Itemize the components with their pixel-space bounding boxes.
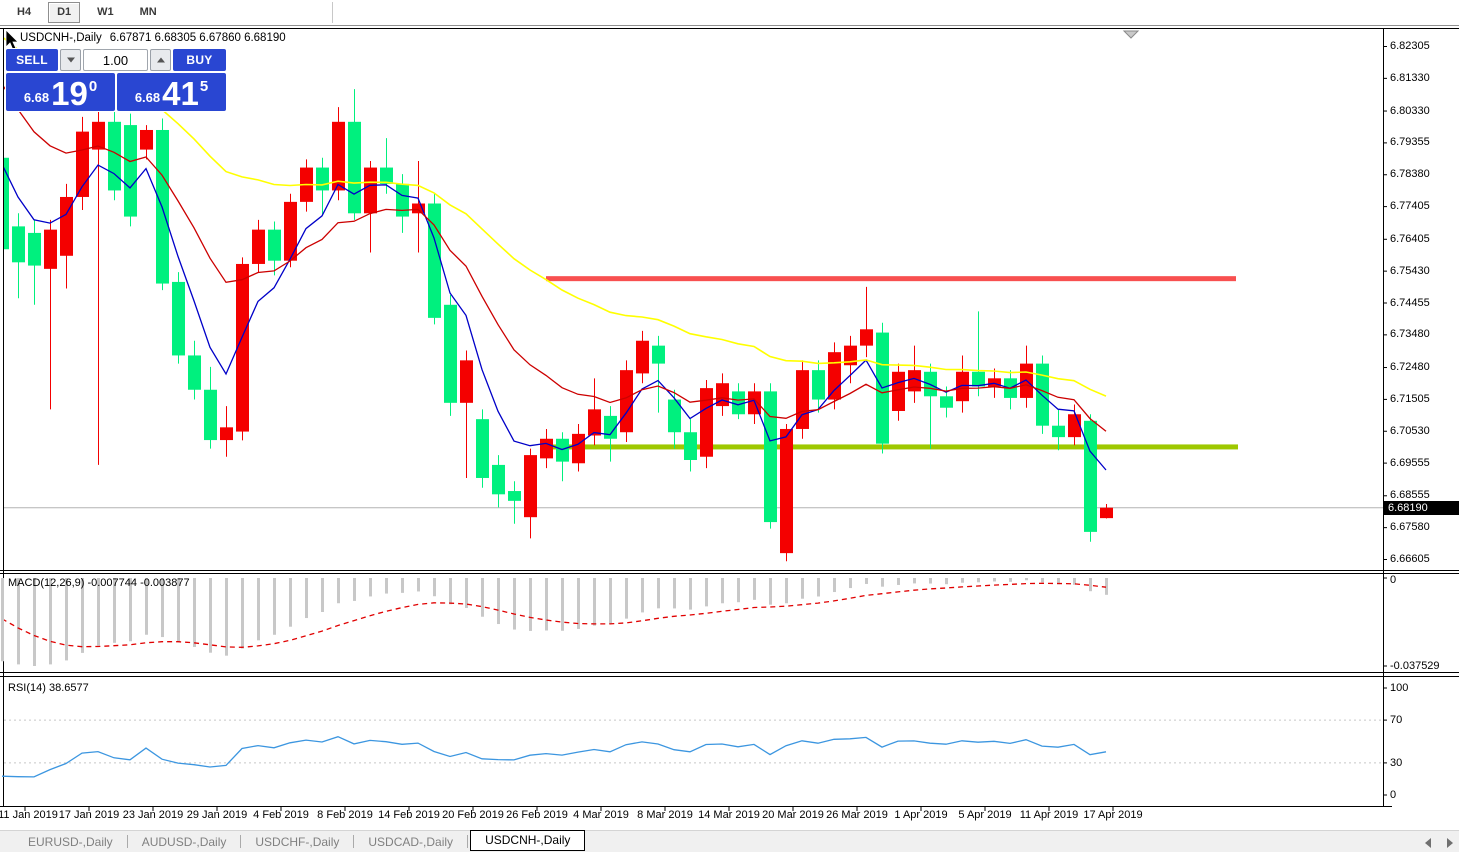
date-axis-label: 26 Mar 2019 [826,809,888,821]
mouse-cursor-icon [5,29,19,51]
chart-tab-usdcnh--daily[interactable]: USDCNH-,Daily [470,829,586,851]
price-axis-label: 6.68555 [1390,489,1430,502]
sell-price-button[interactable]: 6.68 19 0 [6,73,115,111]
tab-separator [126,835,128,848]
buy-price-base: 6.68 [134,90,161,105]
date-axis-label: 14 Mar 2019 [698,809,760,821]
date-axis-label: 4 Feb 2019 [253,809,309,821]
date-axis-label: 11 Apr 2019 [1019,809,1079,821]
price-axis-label: 6.78380 [1390,168,1430,181]
timeframe-button-d1[interactable]: D1 [48,2,81,23]
scroll-right-icon[interactable] [1447,838,1453,848]
price-axis-label: 6.82305 [1390,40,1430,52]
sell-price-pips: 19 [51,75,88,112]
date-axis-label: 17 Jan 2019 [58,809,120,821]
price-axis-label: 6.75430 [1390,264,1430,277]
price-axis-label: 6.66605 [1390,553,1430,565]
price-axis-label: 6.67580 [1390,521,1430,534]
autoscroll-marker-icon [1122,30,1140,39]
scroll-left-icon[interactable] [1425,838,1431,848]
date-axis-label: 29 Jan 2019 [186,809,248,821]
timeframe-button-w1[interactable]: W1 [88,2,123,23]
rsi-axis-label: 70 [1390,714,1403,726]
buy-price-pips: 41 [162,75,199,112]
chart-tab-usdchf--daily[interactable]: USDCHF-,Daily [255,834,340,849]
timeframe-toolbar: H4 D1 W1 MN [0,0,1459,25]
timeframe-button-mn[interactable]: MN [131,2,166,23]
chart-tab-eurusd--daily[interactable]: EURUSD-,Daily [28,834,113,849]
volume-increase-button[interactable] [150,49,171,71]
chart-tabs-bar: EURUSD-,Daily AUDUSD-,Daily USDCHF-,Daily U… [0,829,1459,852]
price-axis-label: 6.71505 [1390,392,1430,405]
toolbar-separator [332,2,333,23]
date-axis-label: 20 Mar 2019 [762,809,824,821]
sell-price-frac: 0 [88,78,98,95]
rsi-axis-label: 0 [1390,789,1397,801]
price-axis-label: 6.77405 [1390,200,1430,213]
volume-decrease-button[interactable] [60,49,81,71]
triangle-up-icon [156,57,165,63]
date-axis-label: 8 Feb 2019 [317,809,373,821]
date-axis-label: 11 Jan 2019 [0,809,58,821]
date-axis-label: 4 Mar 2019 [573,809,629,821]
price-axis-label: 6.81330 [1390,71,1430,84]
macd-axis-label: -0.037529 [1390,660,1440,672]
macd-axis-label: 0 [1390,574,1397,586]
price-axis-label: 6.76405 [1390,232,1430,245]
buy-button[interactable]: BUY [173,49,226,71]
chart-tab-audusd--daily[interactable]: AUDUSD-,Daily [141,834,227,849]
date-axis-label: 26 Feb 2019 [506,809,568,821]
date-axis-label: 20 Feb 2019 [442,809,504,821]
price-axis-label: 6.80330 [1390,104,1430,117]
price-axis-label: 6.72480 [1390,361,1430,373]
date-axis-label: 5 Apr 2019 [958,809,1012,821]
price-axis-label: 6.73480 [1390,328,1430,341]
date-axis-label: 1 Apr 2019 [894,809,948,821]
ohlc-values: 6.67871 6.68305 6.67860 6.68190 [109,32,286,44]
timeframe-button-h4[interactable]: H4 [8,2,40,23]
tab-scroll-arrows [1425,838,1453,848]
volume-input[interactable] [83,49,148,71]
date-axis-label: 17 Apr 2019 [1083,809,1143,821]
sell-button[interactable]: SELL [6,49,58,71]
current-price-badge: 6.68190 [1384,501,1459,515]
date-axis-label: 14 Feb 2019 [378,809,440,821]
triangle-down-icon [66,57,75,63]
tab-separator [467,835,469,848]
rsi-axis-label: 100 [1390,682,1409,694]
macd-indicator-label: MACD(12,26,9) -0.007744 -0.003877 [8,577,190,589]
price-axis-label: 6.74455 [1390,296,1430,309]
tab-separator [240,835,242,848]
rsi-axis-label: 30 [1390,757,1403,769]
tab-separator [353,835,355,848]
symbol-header: USDCNH-,Daily 6.67871 6.68305 6.67860 6.6… [20,32,286,44]
buy-price-button[interactable]: 6.68 41 5 [117,73,226,111]
price-axis-label: 6.70530 [1390,424,1430,437]
date-axis-label: 23 Jan 2019 [122,809,184,821]
symbol-title: USDCNH-,Daily [20,32,102,44]
chart-tab-usdcad--daily[interactable]: USDCAD-,Daily [368,834,454,849]
price-axis-label: 6.69555 [1390,456,1430,469]
price-axis-label: 6.79355 [1390,136,1430,149]
date-axis-label: 8 Mar 2019 [637,809,693,821]
rsi-indicator-label: RSI(14) 38.6577 [8,682,89,694]
sell-price-base: 6.68 [23,90,50,105]
buy-price-frac: 5 [199,78,209,95]
